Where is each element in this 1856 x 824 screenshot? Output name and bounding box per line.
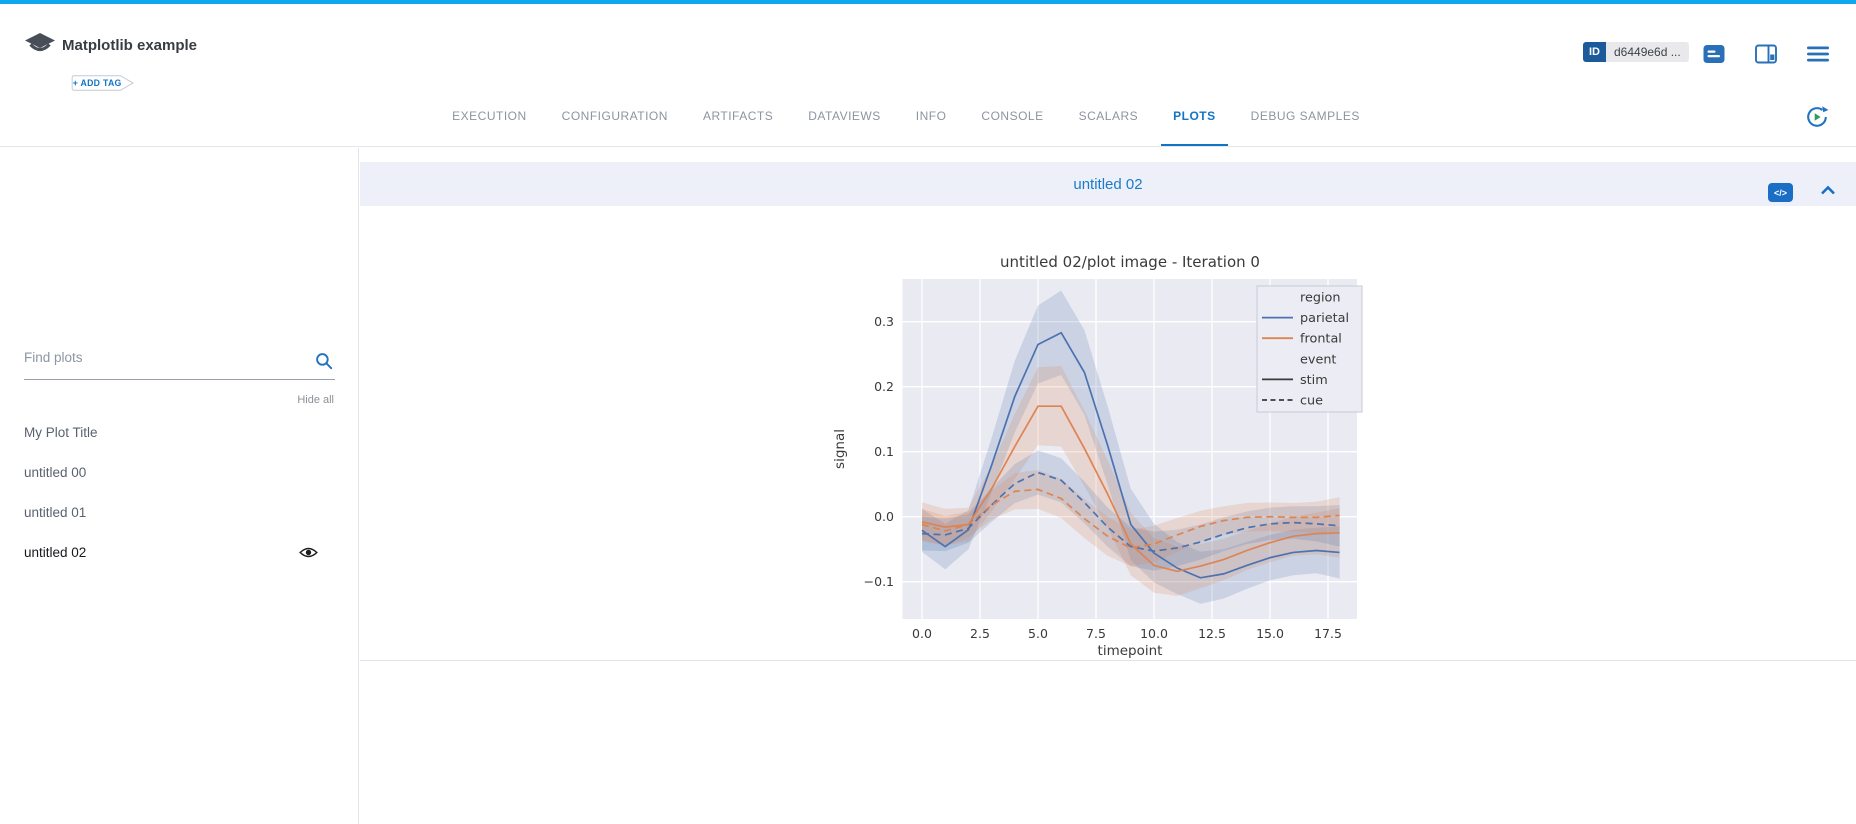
svg-text:2.5: 2.5	[970, 626, 990, 641]
menu-icon[interactable]	[1806, 43, 1830, 65]
tab-plots[interactable]: PLOTS	[1161, 86, 1228, 146]
plot-item-label: untitled 01	[24, 504, 87, 520]
plot-list-item[interactable]: untitled 02	[0, 532, 359, 572]
svg-text:frontal: frontal	[1300, 332, 1342, 347]
tab-execution[interactable]: EXECUTION	[452, 109, 527, 123]
tab-console[interactable]: CONSOLE	[981, 109, 1044, 123]
plot-figure: −0.1 0.0 0.1 0.2 0.3 0.0 2.5 5.0 7.5 10.0 12.5 15.0…	[832, 253, 1363, 659]
id-chip: ID	[1583, 42, 1606, 62]
svg-text:10.0: 10.0	[1140, 626, 1168, 641]
plot-item-label: untitled 00	[24, 464, 87, 480]
svg-text:0.1: 0.1	[874, 444, 894, 459]
search-input[interactable]	[24, 344, 309, 371]
chevron-up-icon[interactable]	[1820, 185, 1836, 196]
svg-text:17.5: 17.5	[1314, 626, 1342, 641]
info-panel-icon[interactable]	[1754, 43, 1778, 65]
svg-text:0.0: 0.0	[912, 626, 932, 641]
experiment-id-badge[interactable]: ID d6449e6d ...	[1583, 42, 1689, 62]
plot-card-header: untitled 02	[360, 162, 1856, 206]
svg-text:5.0: 5.0	[1028, 626, 1048, 641]
svg-text:12.5: 12.5	[1198, 626, 1226, 641]
plot-list-item[interactable]: My Plot Title	[0, 412, 359, 452]
plot-list-item[interactable]: untitled 01	[0, 492, 359, 532]
plot-item-label: My Plot Title	[24, 424, 98, 440]
svg-text:region: region	[1300, 291, 1340, 306]
plot-list-item[interactable]: untitled 00	[0, 452, 359, 492]
svg-text:0.0: 0.0	[874, 509, 894, 524]
eye-icon[interactable]	[299, 546, 318, 559]
tab-info[interactable]: INFO	[915, 109, 947, 123]
svg-text:−0.1: −0.1	[864, 574, 894, 589]
tab-dataviews[interactable]: DATAVIEWS	[808, 109, 881, 123]
add-tag-label: + ADD TAG	[73, 78, 122, 88]
svg-text:7.5: 7.5	[1086, 626, 1106, 641]
plot-list: My Plot Title untitled 00 untitled 01 un…	[0, 412, 359, 572]
svg-text:untitled 02/plot image - Itera: untitled 02/plot image - Iteration 0	[1000, 253, 1260, 271]
svg-text:event: event	[1300, 352, 1336, 367]
search-field	[24, 344, 335, 380]
svg-text:timepoint: timepoint	[1098, 643, 1163, 659]
experiment-title: Matplotlib example	[62, 37, 198, 54]
search-icon[interactable]	[315, 352, 333, 370]
plot-card-title: untitled 02	[1073, 175, 1143, 193]
hide-all-button[interactable]: Hide all	[297, 394, 334, 406]
id-value: d6449e6d ...	[1606, 42, 1689, 62]
svg-text:parietal: parietal	[1300, 311, 1349, 326]
svg-text:0.2: 0.2	[874, 379, 894, 394]
svg-text:stim: stim	[1300, 373, 1328, 388]
svg-text:0.3: 0.3	[874, 314, 894, 329]
experiment-logo-icon	[25, 33, 55, 52]
svg-text:15.0: 15.0	[1256, 626, 1284, 641]
tab-bar: EXECUTION CONFIGURATION ARTIFACTS DATAVI…	[0, 86, 1856, 147]
tab-debug-samples[interactable]: DEBUG SAMPLES	[1250, 109, 1360, 123]
embed-code-icon[interactable]: </>	[1768, 183, 1793, 202]
tab-artifacts[interactable]: ARTIFACTS	[702, 109, 774, 123]
add-tag-button[interactable]: + ADD TAG	[71, 74, 135, 92]
tab-configuration[interactable]: CONFIGURATION	[561, 109, 668, 123]
svg-text:signal: signal	[832, 429, 848, 469]
tab-scalars[interactable]: SCALARS	[1078, 109, 1139, 123]
app-header: Matplotlib example + ADD TAG ID d6449e6d…	[0, 4, 1856, 91]
description-icon[interactable]	[1702, 43, 1726, 65]
plot-item-label: untitled 02	[24, 544, 87, 560]
plots-sidebar: Hide all My Plot Title untitled 00 untit…	[0, 148, 359, 824]
svg-text:cue: cue	[1300, 394, 1323, 409]
auto-refresh-icon[interactable]	[1804, 104, 1830, 130]
